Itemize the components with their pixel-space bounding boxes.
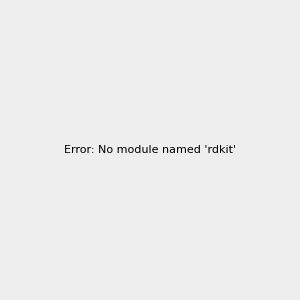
Text: Error: No module named 'rdkit': Error: No module named 'rdkit' [64, 145, 236, 155]
